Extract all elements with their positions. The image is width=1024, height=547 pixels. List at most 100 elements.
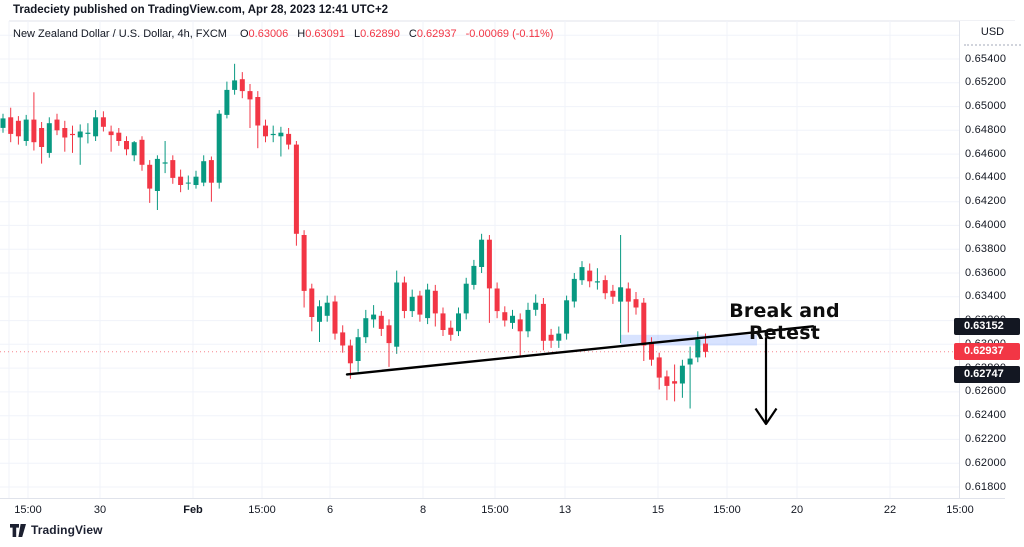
candle-body: [386, 325, 392, 344]
price-axis-separator: [964, 44, 1021, 46]
candle-body: [425, 289, 431, 319]
time-tick-label: 15:00: [713, 504, 741, 516]
price-tick-label: 0.65200: [965, 76, 1007, 89]
candle-body: [23, 119, 29, 141]
candle-body: [540, 303, 546, 341]
time-tick-label: 15:00: [14, 504, 42, 516]
time-axis[interactable]: 15:00 30 Feb 15:00 6 8 15:00 13 15 15:00 20 22 15:00: [0, 498, 1005, 521]
candle-body: [602, 280, 608, 294]
break-and-retest-annotation: Break and Retest: [729, 300, 840, 344]
candle-body: [401, 282, 407, 311]
price-axis[interactable]: USD 0.65400 0.65200 0.65000 0.64800 0.64600 0…: [954, 21, 1024, 498]
time-tick-label: 22: [883, 504, 897, 516]
candle-body: [479, 239, 485, 267]
candle-body: [131, 142, 137, 156]
price-tick-label: 0.65400: [965, 52, 1007, 65]
candle-body: [100, 117, 106, 127]
candle-body: [324, 302, 330, 316]
price-tick-label: 0.62400: [965, 409, 1007, 422]
candle-body: [62, 128, 68, 138]
candle-body: [548, 334, 554, 341]
candle-body: [201, 161, 207, 183]
last-price-price-label: 0.62937: [954, 343, 1020, 361]
candle-body: [502, 312, 508, 321]
candle-body: [208, 160, 214, 183]
candle-body: [672, 381, 678, 384]
candle-body: [293, 144, 299, 234]
ohlc-open: O0.63006: [239, 28, 289, 40]
candle-body: [139, 139, 145, 165]
tradingview-watermark[interactable]: TradingView: [10, 523, 103, 537]
candle-body: [216, 113, 222, 183]
candle-body: [116, 132, 122, 141]
candle-body: [571, 278, 577, 302]
candle-body: [625, 288, 631, 302]
candle-body: [286, 133, 292, 145]
candle-body: [463, 283, 469, 314]
candle-body: [85, 132, 91, 134]
candle-body: [340, 332, 346, 346]
candle-body: [8, 117, 14, 134]
candle-body: [278, 132, 284, 137]
candle-body: [39, 128, 45, 147]
candle-body: [239, 79, 245, 92]
candle-body: [525, 309, 531, 332]
candle-body: [409, 296, 415, 312]
time-tick-label: Feb: [183, 504, 203, 516]
symbol-legend: New Zealand Dollar / U.S. Dollar, 4h, FX…: [13, 28, 553, 40]
candle-body: [494, 288, 500, 312]
time-tick-label: 15:00: [248, 504, 276, 516]
candle-body: [54, 119, 60, 131]
candle-body: [517, 319, 523, 332]
price-tick-label: 0.63800: [965, 242, 1007, 255]
candle-body: [656, 357, 662, 378]
candle-body: [679, 365, 685, 384]
attribution-text: Tradeciety published on TradingView.com,…: [13, 4, 389, 16]
quote-currency-label: USD: [980, 26, 1005, 38]
time-tick-label: 13: [558, 504, 572, 516]
price-tick-label: 0.61800: [965, 480, 1007, 493]
candle-body: [263, 125, 268, 137]
candle-body: [309, 288, 315, 317]
candle-body: [147, 164, 153, 189]
candle-body: [31, 119, 37, 143]
candle-body: [594, 281, 600, 283]
price-tick-label: 0.64000: [965, 218, 1007, 231]
candle-body: [178, 176, 184, 185]
candle-body: [556, 333, 562, 341]
tradingview-logo-text: TradingView: [31, 523, 103, 537]
candle-body: [332, 301, 338, 334]
candle-body: [618, 287, 624, 302]
time-tick-label: 30: [93, 504, 107, 516]
candle-body: [510, 315, 515, 323]
candle-body: [162, 162, 168, 164]
candle-body: [0, 118, 6, 128]
candle-body: [255, 97, 261, 126]
trendline-high-price-label: 0.63152: [954, 317, 1020, 335]
candle-body: [70, 133, 75, 136]
candle-body: [417, 295, 423, 315]
candle-body: [170, 160, 176, 178]
candle-body: [432, 290, 438, 314]
ohlc-low: L0.62890: [354, 28, 400, 40]
candle-body: [587, 270, 593, 282]
price-tick-label: 0.63400: [965, 290, 1007, 303]
candle-body: [371, 314, 377, 320]
ohlc-high: H0.63091: [297, 28, 346, 40]
price-tick-label: 0.64800: [965, 123, 1007, 136]
tradingview-logo-icon: [10, 523, 26, 537]
time-tick-label: 15: [651, 504, 665, 516]
time-tick-label: 15:00: [946, 504, 974, 516]
time-tick-label: 20: [790, 504, 804, 516]
candle-body: [440, 313, 446, 330]
candle-body: [579, 267, 585, 281]
candle-body: [378, 315, 384, 329]
candle-body: [363, 318, 369, 338]
candle-body: [15, 120, 21, 137]
trendline-drawing[interactable]: [345, 325, 815, 376]
price-tick-label: 0.65000: [965, 100, 1007, 113]
ohlc-close: C0.62937: [408, 28, 457, 40]
candle-body: [317, 306, 322, 322]
